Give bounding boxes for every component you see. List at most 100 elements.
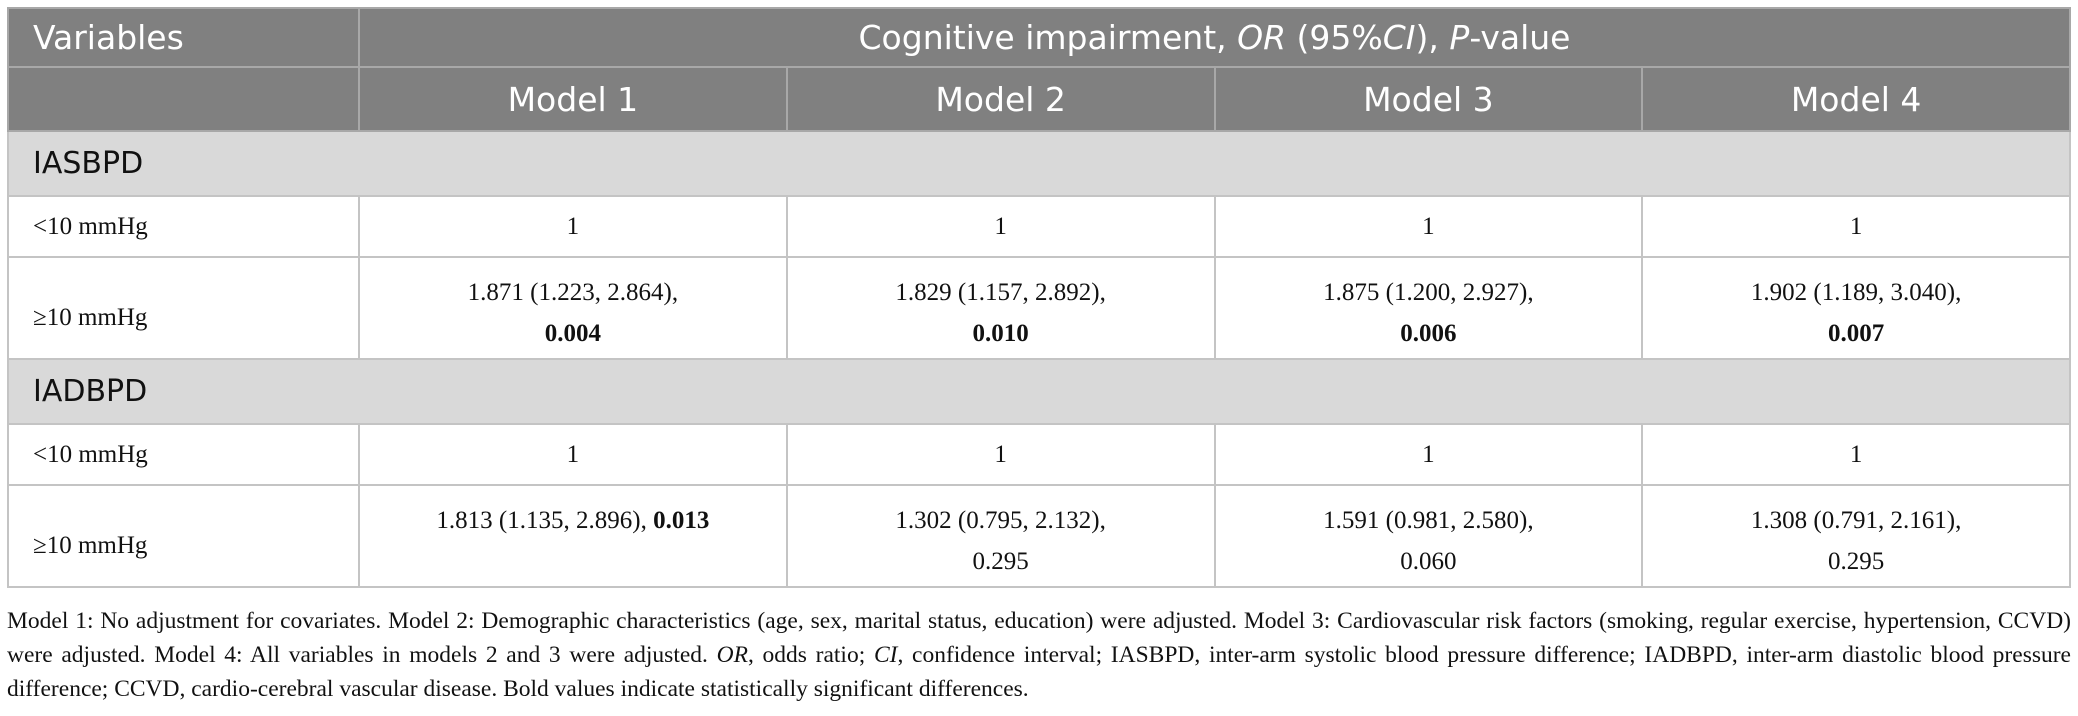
text-run: P [1449,18,1470,57]
header-text: Model 3 [1363,79,1494,119]
section-cell: IADBPD [7,358,2071,425]
data-row: <10 mmHg 1 1 1 1 [7,195,2071,258]
cell-text: 1 [566,212,580,240]
value-cell: 1 [785,423,1216,486]
text-run: 1.871 (1.223, 2.864), [467,279,679,306]
text-run: 0.006 [1400,320,1457,347]
text-run: 0.004 [544,320,601,347]
row-label-text: ≥10 mmHg [33,304,148,331]
text-run: Model 1: No adjustment for covariates. M… [7,608,2071,668]
header-row: Variables Cognitive impairment, OR (95%CI… [7,7,2071,68]
cell-text: 1 [1849,212,1863,240]
value-cell: 1.871 (1.223, 2.864), 0.004 [358,256,788,360]
value-cell: 1.302 (0.795, 2.132), 0.295 [785,484,1216,588]
cell-text: 1 [1422,212,1435,240]
cell-line: 1.829 (1.157, 2.892), [788,272,1214,313]
section-label: IASBPD [33,146,144,181]
text-run: 1.829 (1.157, 2.892), [895,279,1106,306]
text-run: 0.060 [1400,548,1457,575]
value-cell: 1 [785,195,1216,258]
header-cell: Model 2 [785,66,1216,132]
cell-line: 0.006 [1216,313,1642,354]
data-row: ≥10 mmHg 1.871 (1.223, 2.864), 0.004 1.829 … [7,256,2071,360]
text-run: CI [873,642,898,668]
value-cell: 1.902 (1.189, 3.040), 0.007 [1641,256,2071,360]
value-cell: 1.813 (1.135, 2.896), 0.013 [358,484,788,588]
header-cell: Variables [7,7,360,68]
text-run: 0.010 [972,320,1029,347]
text-run: 1.302 (0.795, 2.132), [895,507,1106,534]
text-run: 0.013 [653,507,710,534]
cell-line: 0.010 [788,313,1214,354]
header-cell: Model 4 [1641,66,2071,132]
text-run: CI [1382,18,1416,57]
text-run: , odds ratio; [747,642,874,668]
cell-line: 1.871 (1.223, 2.864), [360,272,786,313]
text-run: 1.875 (1.200, 2.927), [1323,279,1534,306]
cell-line: 1.875 (1.200, 2.927), [1216,272,1642,313]
cell-line: 1.591 (0.981, 2.580), [1216,500,1642,541]
row-label-text: ≥10 mmHg [33,532,148,559]
value-cell: 1 [1213,423,1644,486]
row-label-text: <10 mmHg [33,440,148,468]
text-run: Cognitive impairment, [858,18,1238,57]
section-label: IADBPD [33,374,148,409]
row-label: <10 mmHg [7,423,360,486]
text-run: 0.295 [1828,548,1885,575]
header-cell: Model 1 [358,66,788,132]
row-label: ≥10 mmHg [7,256,360,360]
header-cell: Model 3 [1213,66,1644,132]
header-row: Model 1 Model 2 Model 3 Model 4 [7,66,2071,132]
row-label-text: <10 mmHg [33,212,148,240]
text-run: 1.308 (0.791, 2.161), [1750,507,1962,534]
cell-line: 1.302 (0.795, 2.132), [788,500,1214,541]
cell-text: 1 [1422,440,1435,468]
cell-text: 1 [1849,440,1863,468]
header-text: Variables [33,18,184,57]
value-cell: 1 [1641,195,2071,258]
header-cell [7,66,360,132]
results-table: Variables Cognitive impairment, OR (95%CI… [7,7,2071,588]
value-cell: 1 [358,195,788,258]
value-cell: 1 [358,423,788,486]
row-label: ≥10 mmHg [7,484,360,588]
cell-line: 1.902 (1.189, 3.040), [1643,272,2069,313]
data-row: <10 mmHg 1 1 1 1 [7,423,2071,486]
header-cell: Cognitive impairment, OR (95%CI), P-valu… [358,7,2071,68]
value-cell: 1 [1641,423,2071,486]
text-run: 0.007 [1828,320,1885,347]
footnote: Model 1: No adjustment for covariates. M… [7,604,2071,706]
cell-line: 0.007 [1643,313,2069,354]
text-run: 1.902 (1.189, 3.040), [1750,279,1962,306]
text-run: OR [716,642,748,668]
text-run: (95% [1286,18,1383,57]
cell-line: 0.060 [1216,541,1642,582]
section-row: IADBPD [7,358,2071,425]
text-run: ), [1415,18,1450,57]
value-cell: 1 [1213,195,1644,258]
value-cell: 1.591 (0.981, 2.580), 0.060 [1213,484,1644,588]
cell-line: 0.295 [1643,541,2069,582]
value-cell: 1.308 (0.791, 2.161), 0.295 [1641,484,2071,588]
header-text: Model 1 [507,79,639,119]
section-row: IASBPD [7,130,2071,197]
value-cell: 1.875 (1.200, 2.927), 0.006 [1213,256,1644,360]
cell-text: 1 [994,440,1007,468]
text-run: , confidence interval; IASBPD, inter-arm… [7,642,2071,702]
data-row: ≥10 mmHg 1.813 (1.135, 2.896), 0.013 1.302… [7,484,2071,588]
text-run: 1.591 (0.981, 2.580), [1323,507,1534,534]
section-cell: IASBPD [7,130,2071,197]
text-run: 0.295 [972,548,1029,575]
cell-line: 0.295 [788,541,1214,582]
cell-line: 0.004 [360,313,786,354]
cell-text: 1 [566,440,580,468]
text-run: -value [1469,18,1571,57]
value-cell: 1.829 (1.157, 2.892), 0.010 [785,256,1216,360]
cell-text: 1 [994,212,1007,240]
cell-line: 1.813 (1.135, 2.896), 0.013 [360,500,786,541]
header-text: Model 2 [935,79,1066,119]
row-label: <10 mmHg [7,195,360,258]
text-run: 1.813 (1.135, 2.896), [436,507,654,534]
text-run: OR [1237,18,1287,57]
